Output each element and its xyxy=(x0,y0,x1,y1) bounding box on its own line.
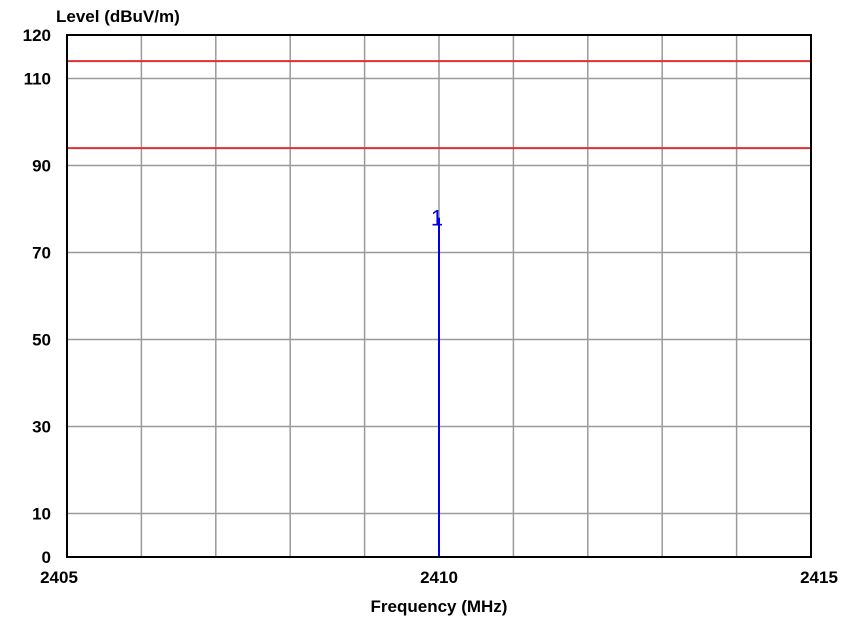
plot-frame xyxy=(66,34,812,558)
marker-label: 1 xyxy=(431,206,443,231)
x-tick-label: 2410 xyxy=(420,568,458,587)
y-tick-label: 110 xyxy=(24,70,51,89)
y-tick-label: 30 xyxy=(32,418,51,437)
x-tick-label: 2415 xyxy=(800,568,838,587)
y-tick-label: 70 xyxy=(32,244,51,263)
series: 1 xyxy=(431,206,443,557)
x-axis-label: Frequency (MHz) xyxy=(371,597,508,616)
y-tick-label: 120 xyxy=(23,26,51,45)
limit-lines xyxy=(67,60,811,150)
tick-labels: 0 10 30 50 70 90 110 120 2405 2410 2415 xyxy=(23,26,838,587)
y-tick-label: 50 xyxy=(32,331,51,350)
y-axis-label: Level (dBuV/m) xyxy=(56,7,180,26)
y-tick-label: 0 xyxy=(42,548,51,567)
y-tick-label: 90 xyxy=(32,157,51,176)
y-tick-label: 10 xyxy=(32,505,51,524)
x-tick-label: 2405 xyxy=(40,568,78,587)
